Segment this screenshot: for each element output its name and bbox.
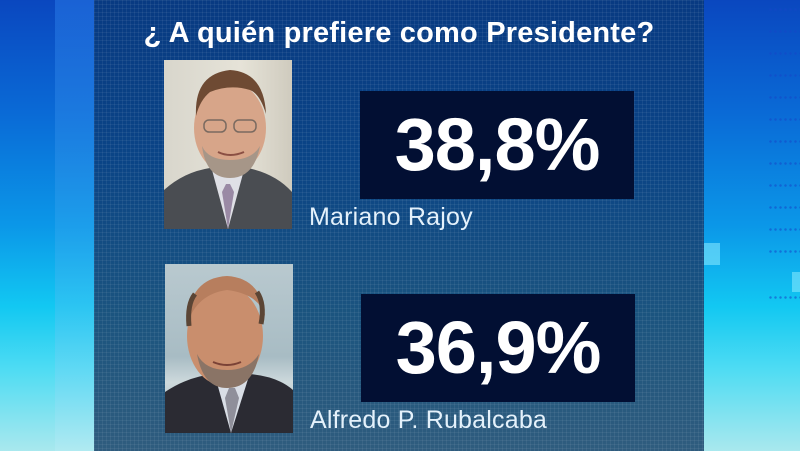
candidate-name-label: Mariano Rajoy [309,203,473,231]
decorative-dotted-line [768,8,800,11]
decorative-dotted-line [768,96,800,99]
decorative-dotted-line [768,52,800,55]
percentage-box-rubalcaba: 36,9% [361,294,635,402]
candidate-photo-rajoy [164,60,292,229]
percentage-box-rajoy: 38,8% [360,91,634,199]
decorative-dotted-line [768,140,800,143]
decorative-dotted-line [768,118,800,121]
decorative-square [792,272,800,292]
decorative-dotted-line [768,250,800,253]
poll-question-title: ¿ A quién prefiere como Presidente? [143,17,655,49]
decorative-dotted-line [768,74,800,77]
decorative-dotted-line [768,296,800,299]
portrait-icon [164,70,292,229]
decorative-dotted-line [768,228,800,231]
background-right-decoration [704,0,800,451]
candidate-name-label: Alfredo P. Rubalcaba [310,406,548,434]
decorative-dotted-line [768,206,800,209]
percentage-value: 36,9% [395,306,602,389]
decorative-dotted-line [768,184,800,187]
candidate-photo-rubalcaba [165,264,293,433]
percentage-value: 38,8% [394,103,601,186]
decorative-dotted-line [768,162,800,165]
decorative-dotted-line [768,30,800,33]
portrait-icon [165,276,293,433]
poll-panel: ¿ A quién prefiere como Presidente? 38,8… [94,0,704,451]
background-left-band [55,0,95,451]
decorative-square [704,243,720,265]
